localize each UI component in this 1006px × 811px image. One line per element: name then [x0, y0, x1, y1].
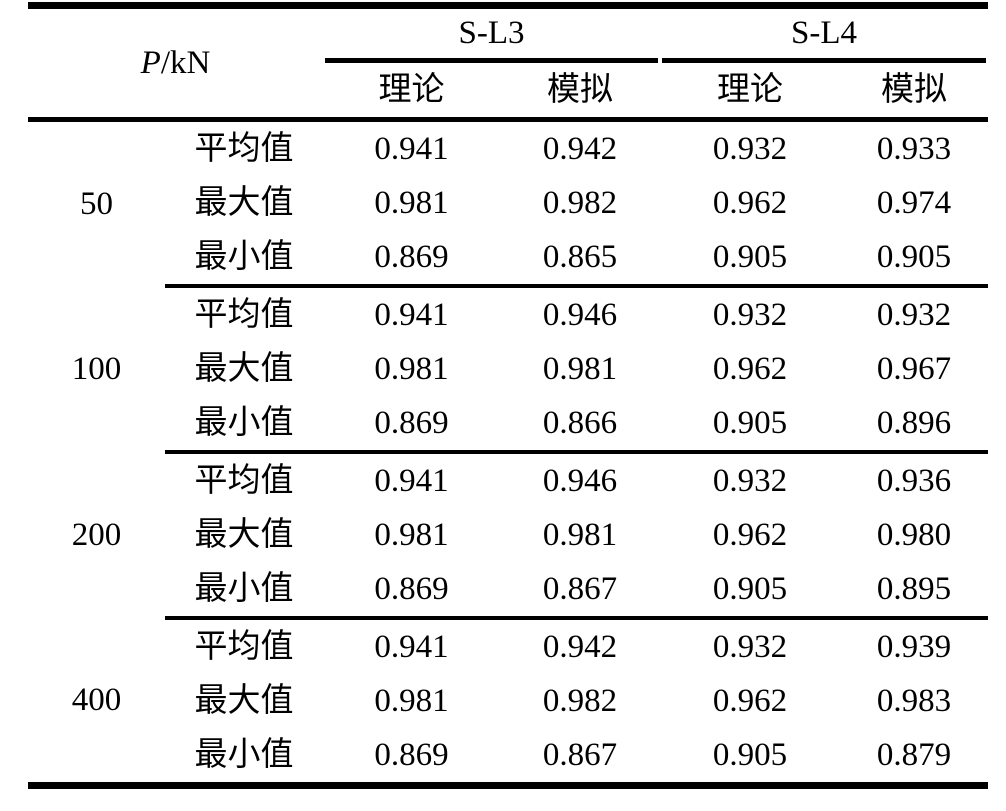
value-cell: 0.905 — [660, 230, 841, 288]
table-row: 最小值 0.869 0.865 0.905 0.905 — [28, 230, 989, 288]
header-row-groups: P/kN S-L3 S-L4 — [28, 5, 988, 122]
stat-label-cell: 平均值 — [194, 130, 294, 167]
table-row: 最小值 0.869 0.867 0.905 0.879 — [28, 728, 988, 786]
value-cell: 0.946 — [542, 462, 618, 499]
stat-label-cell: 最小值 — [165, 562, 324, 620]
header-group-cell-s-l3: S-L3 — [323, 6, 660, 63]
header-p-kn-cell: P/kN — [28, 5, 324, 122]
stat-label-cell: 最大值 — [194, 184, 294, 221]
subheader-simulation-s-l4: 模拟 — [840, 63, 989, 122]
value-cell: 0.936 — [876, 462, 952, 499]
value-cell: 0.974 — [876, 184, 952, 221]
table-row: 100 平均值 0.941 0.946 0.932 0.932 — [28, 286, 988, 385]
value-cell: 0.941 — [374, 130, 449, 167]
value-cell: 0.941 — [374, 296, 449, 333]
value-cell: 0.941 — [374, 628, 449, 665]
value-cell: 0.962 — [712, 682, 788, 719]
p-unit: /kN — [160, 44, 211, 81]
group-label-s-l4: S-L4 — [791, 15, 858, 51]
value-cell: 0.905 — [660, 562, 841, 620]
stat-label-cell: 平均值 — [194, 462, 294, 499]
value-cell: 0.942 — [542, 130, 618, 167]
load-cell: 100 — [71, 350, 122, 387]
value-cell: 0.932 — [712, 296, 788, 333]
table-row: 50 平均值 0.941 0.942 0.932 0.933 — [28, 120, 988, 220]
table-row: 最大值 0.981 0.982 0.962 0.974 — [28, 176, 988, 230]
value-cell: 0.896 — [840, 396, 989, 454]
subheader-theory-s-l3: 理论 — [323, 63, 501, 122]
value-cell: 0.869 — [323, 230, 501, 288]
load-cell: 400 — [71, 681, 122, 718]
stat-label-cell: 最大值 — [194, 350, 294, 387]
value-cell: 0.981 — [374, 350, 449, 387]
table-row: 最小值 0.869 0.866 0.905 0.896 — [28, 396, 989, 454]
value-cell: 0.905 — [712, 736, 788, 773]
value-cell: 0.981 — [374, 682, 449, 719]
value-cell: 0.865 — [500, 230, 661, 288]
value-cell: 0.932 — [712, 130, 788, 167]
value-cell: 0.932 — [876, 296, 952, 333]
value-cell: 0.981 — [542, 516, 618, 553]
statistics-table: P/kN S-L3 S-L4 理论 模拟 理论 模拟 50 平均值 0.941 … — [28, 2, 989, 789]
value-cell: 0.980 — [876, 516, 952, 553]
header-row-subcolumns: 理论 模拟 理论 模拟 — [28, 63, 989, 122]
p-symbol: P — [140, 44, 161, 81]
value-cell: 0.942 — [542, 628, 618, 665]
header-group-cell-s-l4: S-L4 — [660, 6, 988, 63]
table-row: 400 平均值 0.941 0.942 0.932 0.939 — [28, 618, 988, 716]
stat-label-cell: 最小值 — [165, 396, 324, 454]
midrule-s-l3 — [325, 58, 659, 63]
value-cell: 0.981 — [374, 516, 449, 553]
load-cell: 200 — [71, 516, 122, 553]
table-row: 最大值 0.981 0.981 0.962 0.967 — [28, 342, 988, 396]
value-cell: 0.869 — [374, 736, 449, 773]
value-cell: 0.869 — [323, 562, 501, 620]
load-cell: 50 — [80, 185, 113, 222]
value-cell: 0.905 — [840, 230, 989, 288]
table-row: 最小值 0.869 0.867 0.905 0.895 — [28, 562, 989, 620]
value-cell: 0.867 — [500, 562, 661, 620]
value-cell: 0.982 — [542, 682, 618, 719]
value-cell: 0.983 — [876, 682, 952, 719]
table-row: 最大值 0.981 0.981 0.962 0.980 — [28, 508, 988, 562]
value-cell: 0.869 — [323, 396, 501, 454]
midrule-s-l4 — [662, 58, 987, 63]
value-cell: 0.933 — [876, 130, 952, 167]
stat-label-cell: 最小值 — [194, 736, 294, 773]
stat-label-cell: 最大值 — [194, 682, 294, 719]
stat-label-cell: 最大值 — [194, 516, 294, 553]
stat-label-cell: 最小值 — [165, 230, 324, 288]
value-cell: 0.866 — [500, 396, 661, 454]
value-cell: 0.981 — [374, 184, 449, 221]
value-cell: 0.946 — [542, 296, 618, 333]
value-cell: 0.962 — [712, 184, 788, 221]
table-row: 200 平均值 0.941 0.946 0.932 0.936 — [28, 452, 988, 551]
value-cell: 0.932 — [712, 628, 788, 665]
table-row: 最大值 0.981 0.982 0.962 0.983 — [28, 674, 988, 728]
value-cell: 0.962 — [712, 350, 788, 387]
group-label-s-l3: S-L3 — [458, 15, 525, 51]
stat-label-cell: 平均值 — [194, 628, 294, 665]
value-cell: 0.879 — [876, 736, 952, 773]
value-cell: 0.867 — [542, 736, 618, 773]
value-cell: 0.981 — [542, 350, 618, 387]
value-cell: 0.962 — [712, 516, 788, 553]
value-cell: 0.939 — [876, 628, 952, 665]
value-cell: 0.932 — [712, 462, 788, 499]
subheader-theory-s-l4: 理论 — [660, 63, 841, 122]
subheader-simulation-s-l3: 模拟 — [500, 63, 661, 122]
stat-label-cell: 平均值 — [194, 296, 294, 333]
value-cell: 0.967 — [876, 350, 952, 387]
value-cell: 0.941 — [374, 462, 449, 499]
value-cell: 0.905 — [660, 396, 841, 454]
value-cell: 0.895 — [840, 562, 989, 620]
value-cell: 0.982 — [542, 184, 618, 221]
